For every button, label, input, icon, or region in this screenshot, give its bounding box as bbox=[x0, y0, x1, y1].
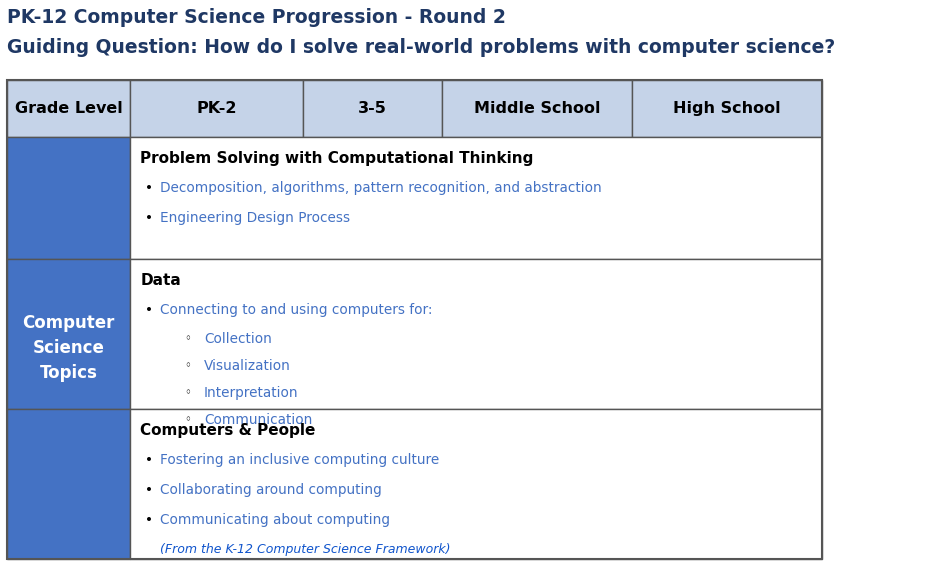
Text: PK-2: PK-2 bbox=[196, 101, 236, 116]
FancyBboxPatch shape bbox=[442, 80, 631, 137]
Text: •: • bbox=[145, 453, 153, 467]
FancyBboxPatch shape bbox=[302, 80, 442, 137]
Text: Collection: Collection bbox=[204, 332, 271, 346]
Text: Middle School: Middle School bbox=[474, 101, 600, 116]
FancyBboxPatch shape bbox=[130, 259, 821, 409]
Text: ◦: ◦ bbox=[184, 332, 191, 345]
Text: Visualization: Visualization bbox=[204, 359, 291, 373]
Text: ◦: ◦ bbox=[184, 359, 191, 372]
Text: Computer
Science
Topics: Computer Science Topics bbox=[22, 314, 114, 382]
Text: Connecting to and using computers for:: Connecting to and using computers for: bbox=[160, 303, 431, 317]
FancyBboxPatch shape bbox=[7, 80, 130, 137]
Text: Collaborating around computing: Collaborating around computing bbox=[160, 483, 381, 497]
Text: Interpretation: Interpretation bbox=[204, 386, 299, 400]
Text: Problem Solving with Computational Thinking: Problem Solving with Computational Think… bbox=[140, 151, 534, 166]
FancyBboxPatch shape bbox=[7, 259, 130, 409]
Text: •: • bbox=[145, 303, 153, 317]
FancyBboxPatch shape bbox=[7, 137, 130, 259]
Text: PK-12 Computer Science Progression - Round 2: PK-12 Computer Science Progression - Rou… bbox=[7, 8, 505, 27]
Text: Grade Level: Grade Level bbox=[15, 101, 123, 116]
Text: High School: High School bbox=[672, 101, 780, 116]
FancyBboxPatch shape bbox=[130, 80, 302, 137]
Text: Communicating about computing: Communicating about computing bbox=[160, 513, 389, 527]
Text: Guiding Question: How do I solve real-world problems with computer science?: Guiding Question: How do I solve real-wo… bbox=[7, 38, 834, 57]
FancyBboxPatch shape bbox=[631, 80, 821, 137]
FancyBboxPatch shape bbox=[7, 409, 130, 559]
Text: (From the K-12 Computer Science Framework): (From the K-12 Computer Science Framewor… bbox=[160, 543, 450, 556]
Text: •: • bbox=[145, 513, 153, 527]
Text: ◦: ◦ bbox=[184, 413, 191, 426]
Text: •: • bbox=[145, 181, 153, 195]
Text: ◦: ◦ bbox=[184, 386, 191, 399]
Text: Fostering an inclusive computing culture: Fostering an inclusive computing culture bbox=[160, 453, 439, 467]
FancyBboxPatch shape bbox=[130, 137, 821, 259]
Text: Engineering Design Process: Engineering Design Process bbox=[160, 211, 350, 225]
Text: Communication: Communication bbox=[204, 413, 312, 427]
Text: Computers & People: Computers & People bbox=[140, 423, 315, 438]
Text: Decomposition, algorithms, pattern recognition, and abstraction: Decomposition, algorithms, pattern recog… bbox=[160, 181, 601, 195]
Text: Data: Data bbox=[140, 273, 181, 288]
Text: •: • bbox=[145, 211, 153, 225]
Text: 3-5: 3-5 bbox=[358, 101, 387, 116]
Text: •: • bbox=[145, 483, 153, 497]
FancyBboxPatch shape bbox=[130, 409, 821, 559]
